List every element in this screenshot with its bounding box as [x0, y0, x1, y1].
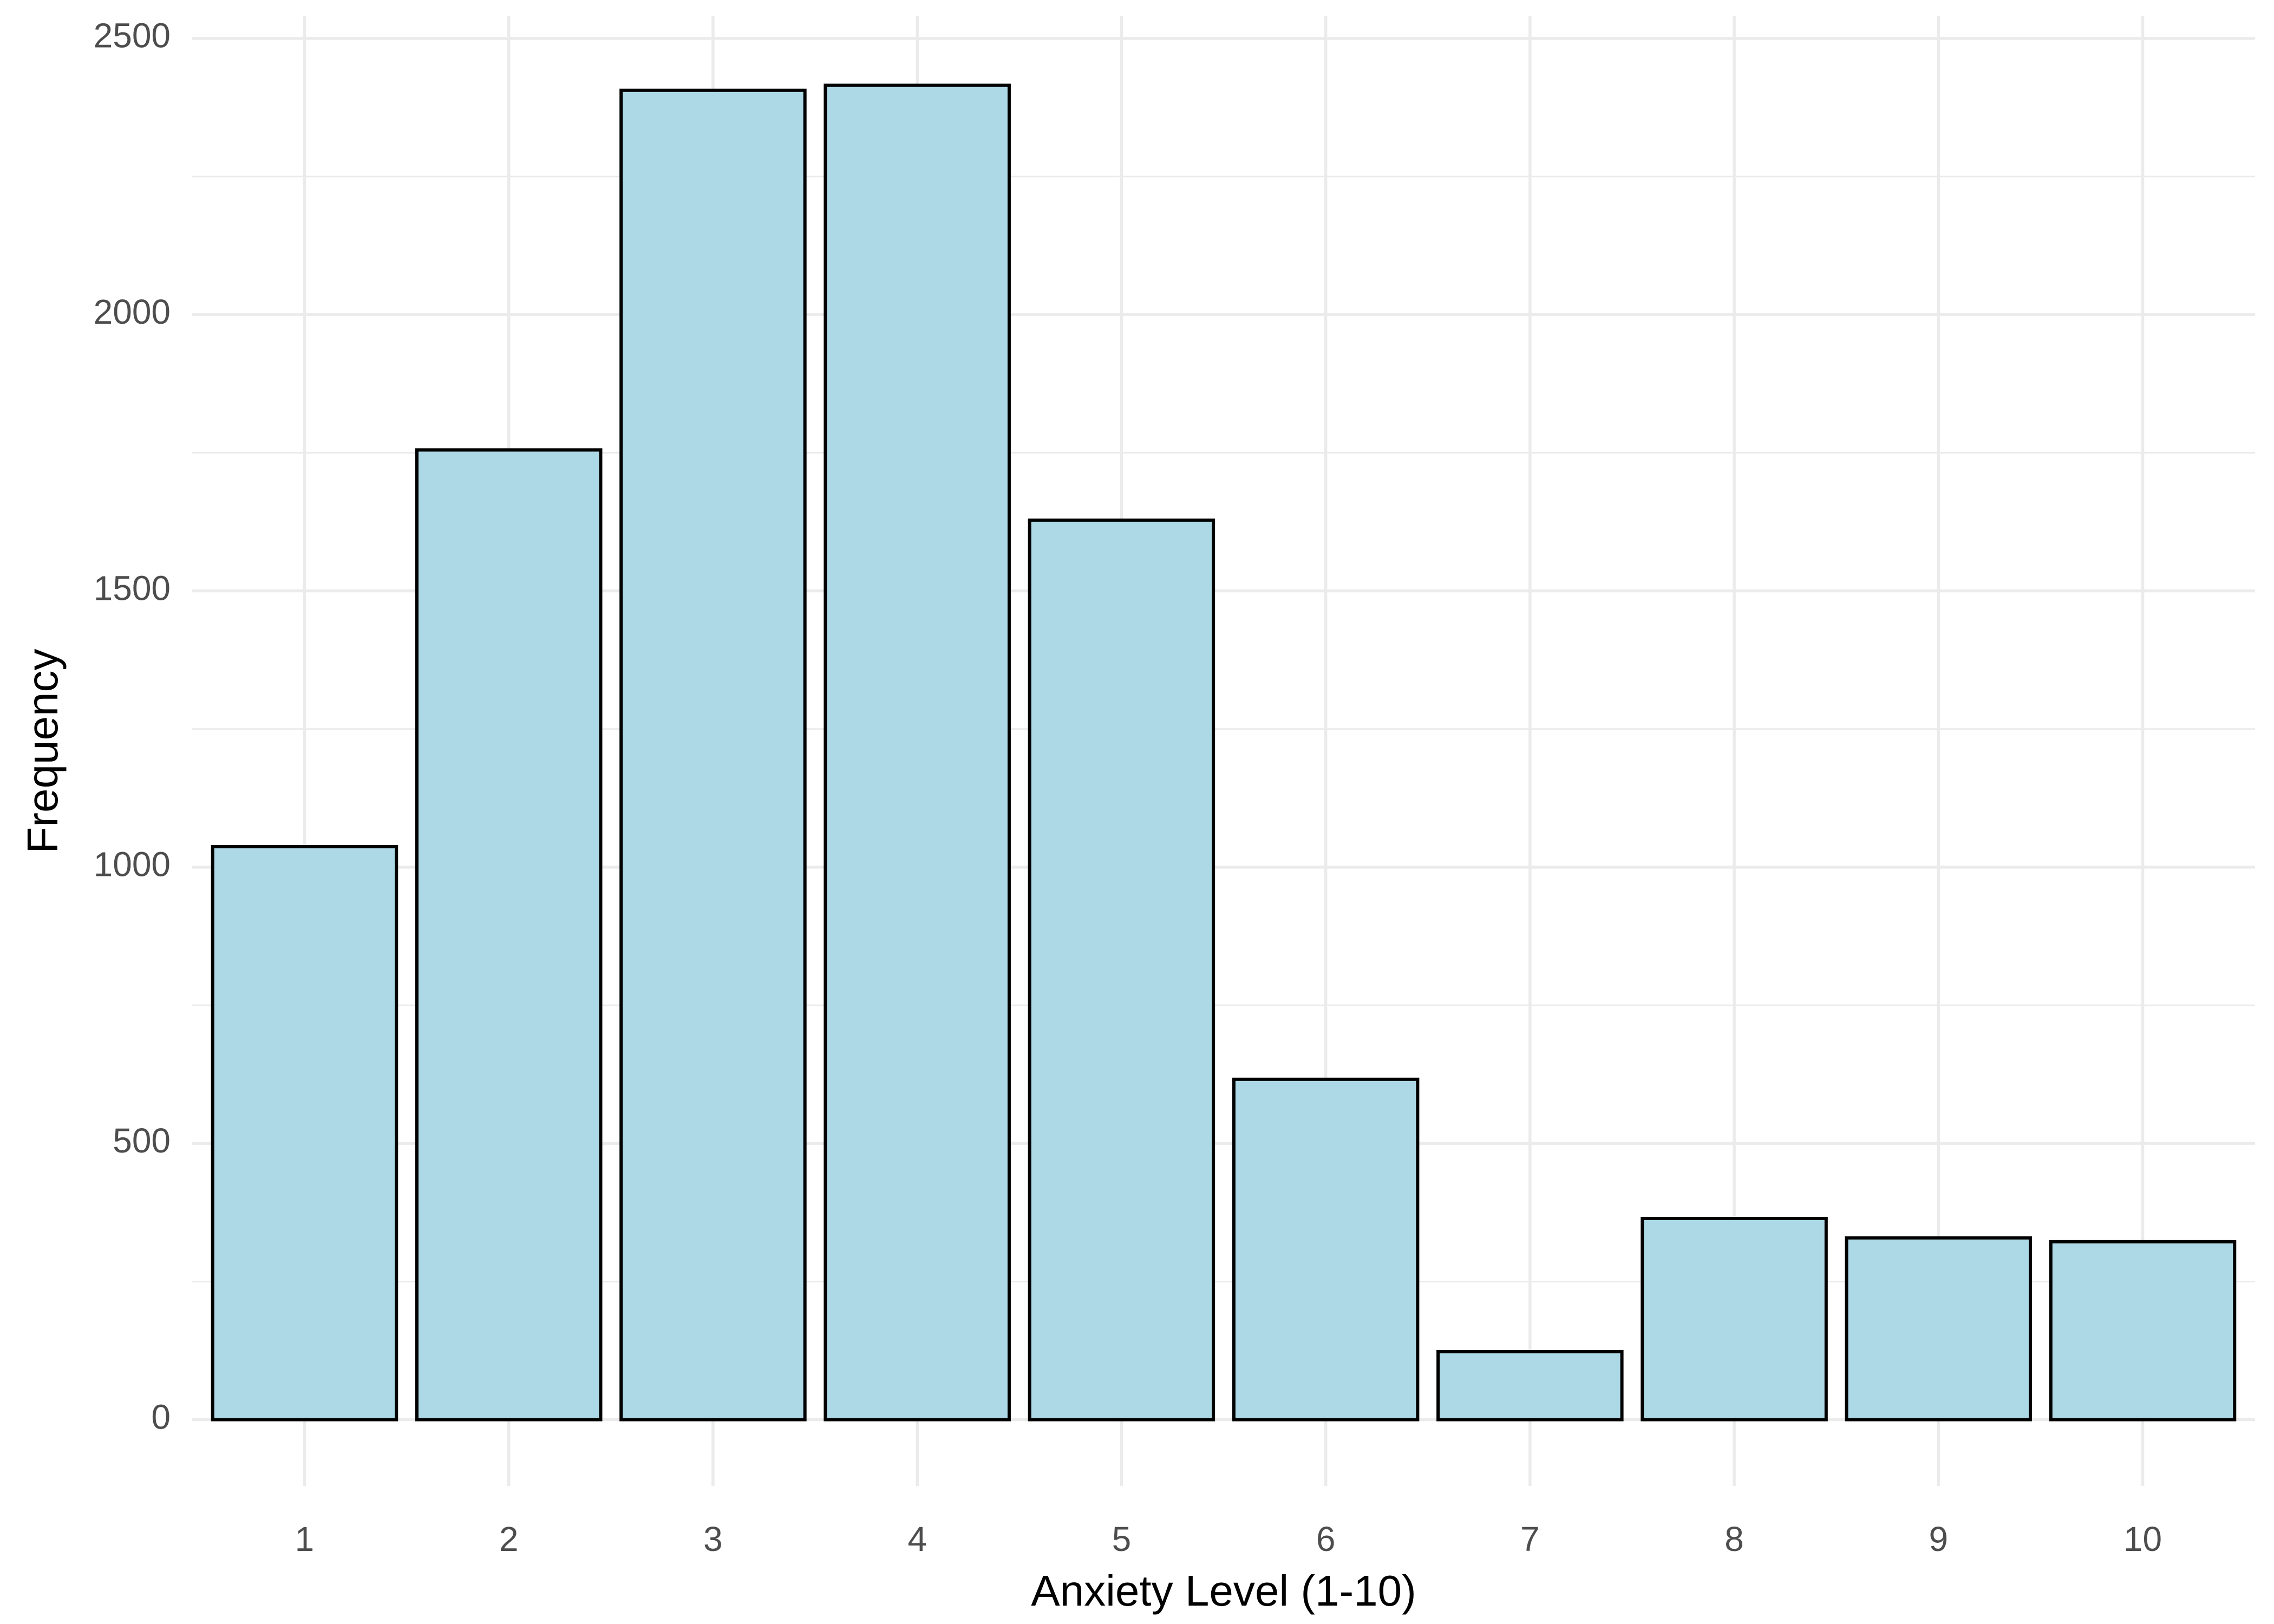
- bar-8: [1641, 1216, 1828, 1422]
- x-tick-label: 5: [1112, 1520, 1132, 1558]
- x-axis-tick-labels: 1 2 3 4 5 6 7 8 9 10: [295, 1520, 2162, 1558]
- y-tick-label: 1000: [94, 845, 171, 884]
- x-tick-label: 8: [1724, 1520, 1744, 1558]
- x-tick-label: 9: [1929, 1520, 1949, 1558]
- x-axis-title: Anxiety Level (1-10): [1031, 1567, 1416, 1615]
- bar-9: [1845, 1236, 2033, 1422]
- y-axis-tick-labels: 0 500 1000 1500 2000 2500: [94, 16, 171, 1437]
- bar-5: [1028, 518, 1216, 1422]
- y-tick-label: 1500: [94, 568, 171, 607]
- bar-10: [2049, 1240, 2237, 1422]
- bar-1: [211, 845, 398, 1422]
- bar-6: [1232, 1077, 1420, 1422]
- y-tick-label: 0: [151, 1397, 171, 1436]
- bar-3: [619, 88, 807, 1422]
- bar-4: [824, 83, 1011, 1422]
- x-tick-label: 7: [1520, 1520, 1540, 1558]
- x-tick-label: 3: [703, 1520, 723, 1558]
- bar-2: [415, 448, 603, 1422]
- y-tick-label: 2000: [94, 292, 171, 331]
- x-tick-label: 2: [499, 1520, 519, 1558]
- bar-7: [1436, 1350, 1624, 1422]
- y-axis-title: Frequency: [18, 649, 67, 854]
- y-tick-label: 500: [113, 1121, 171, 1160]
- bars: [211, 83, 2237, 1422]
- x-tick-label: 6: [1316, 1520, 1336, 1558]
- x-tick-label: 10: [2123, 1520, 2162, 1558]
- x-tick-label: 4: [907, 1520, 927, 1558]
- x-tick-label: 1: [295, 1520, 315, 1558]
- y-tick-label: 2500: [94, 16, 171, 55]
